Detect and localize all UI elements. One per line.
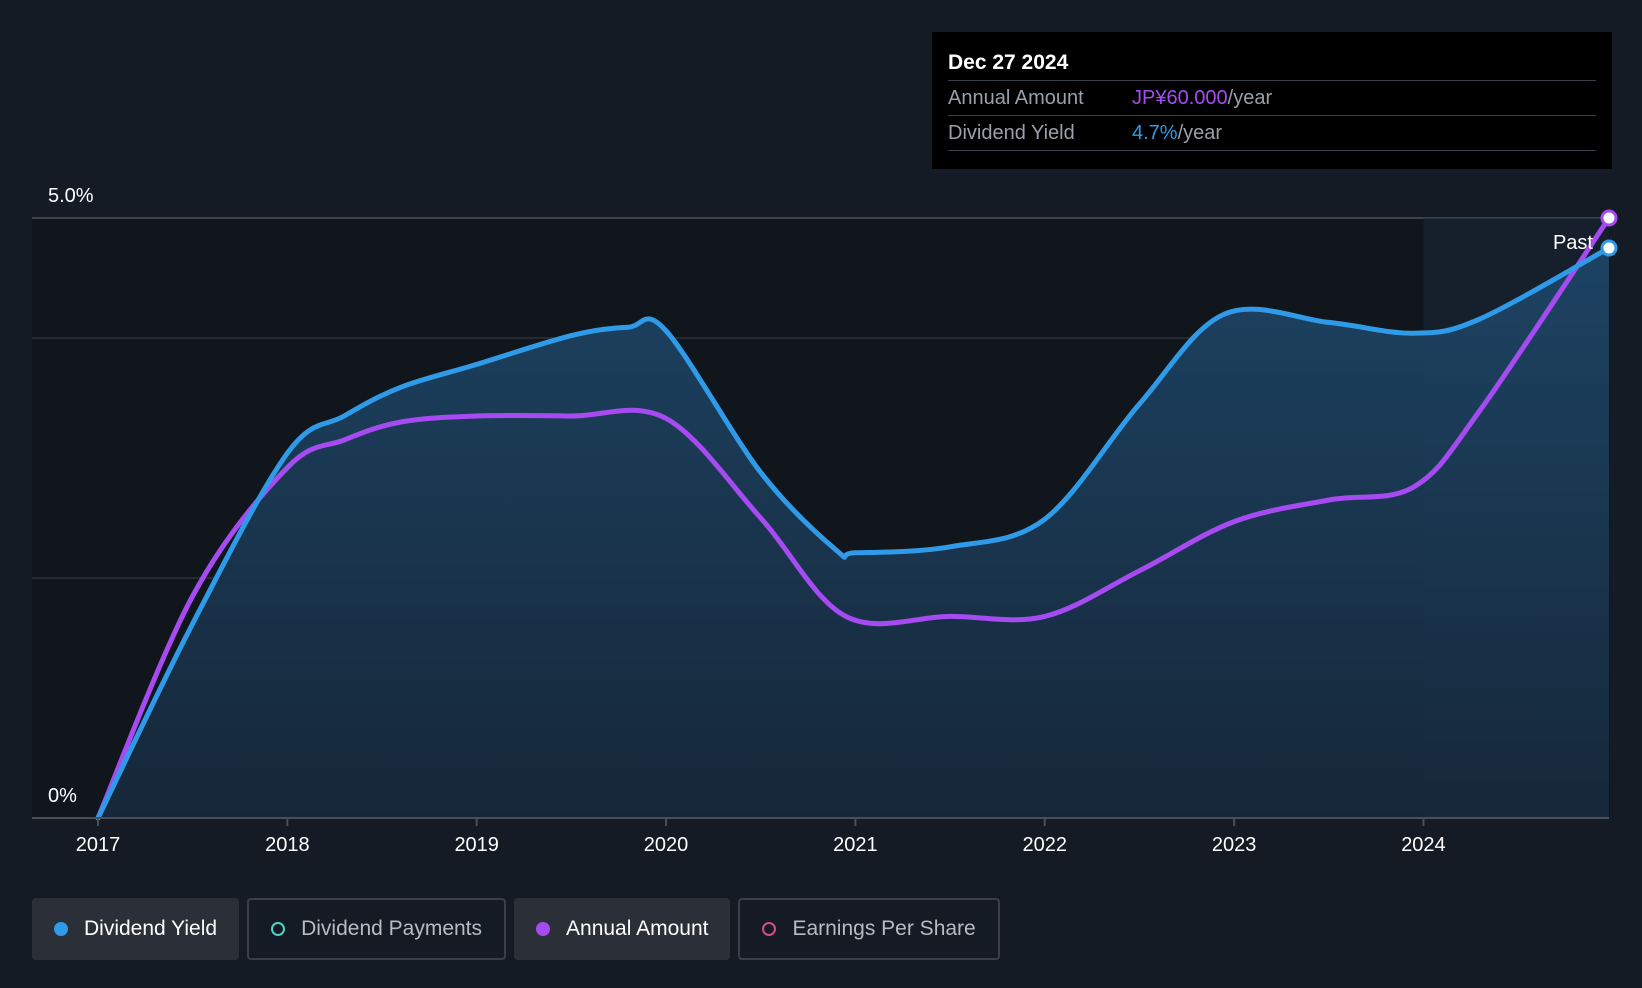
y-tick-label: 0% — [48, 785, 77, 807]
x-tick-label: 2018 — [265, 834, 310, 856]
dividend-yield-dot-icon — [54, 922, 68, 936]
tooltip-yield-suffix: /year — [1177, 122, 1223, 144]
legend-earnings-per-share[interactable]: Earnings Per Share — [738, 898, 1000, 960]
legend-dividend-payments[interactable]: Dividend Payments — [247, 898, 507, 960]
tooltip-annual-label: Annual Amount — [948, 87, 1084, 109]
x-tick-label: 2022 — [1022, 834, 1067, 856]
annual-amount-dot-icon — [536, 922, 551, 936]
x-tick-label: 2024 — [1401, 834, 1446, 856]
tooltip-annual-value: JP¥60.000 — [1132, 87, 1228, 109]
x-tick-label: 2017 — [76, 834, 121, 856]
tooltip-annual-suffix: /year — [1227, 87, 1273, 109]
tooltip-date: Dec 27 2024 — [948, 46, 1596, 81]
dividend-payments-dot-icon — [271, 922, 286, 936]
tooltip-yield-label: Dividend Yield — [948, 122, 1075, 144]
x-tick-label: 2023 — [1212, 834, 1257, 856]
legend-label: Earnings Per Share — [792, 917, 976, 940]
tooltip-yield-value: 4.7% — [1132, 122, 1178, 144]
past-label: Past — [1553, 232, 1593, 254]
dividend-yield-area — [98, 248, 1609, 818]
y-tick-label: 5.0% — [48, 185, 94, 207]
tooltip-yield-row: Dividend Yield 4.7% /year — [948, 116, 1596, 151]
x-tick-label: 2021 — [833, 834, 878, 856]
legend-label: Dividend Payments — [301, 917, 483, 940]
legend-dividend-yield[interactable]: Dividend Yield — [32, 898, 240, 960]
x-tick-label: 2019 — [454, 834, 499, 856]
annual-amount-end-marker[interactable] — [1600, 209, 1618, 227]
legend-annual-amount[interactable]: Annual Amount — [514, 898, 731, 960]
earnings-per-share-dot-icon — [762, 922, 777, 936]
dividend-yield-line — [95, 245, 1612, 821]
dividend-yield-end-marker[interactable] — [1600, 239, 1618, 257]
tooltip: Dec 27 2024 Annual Amount JP¥60.000 /yea… — [932, 32, 1612, 169]
legend-label: Annual Amount — [566, 917, 709, 940]
legend-label: Dividend Yield — [84, 917, 218, 940]
tooltip-annual-row: Annual Amount JP¥60.000 /year — [948, 81, 1596, 116]
legend: Dividend Yield Dividend Payments Annual … — [32, 898, 1000, 960]
x-tick-label: 2020 — [644, 834, 689, 856]
annual-amount-line — [95, 215, 1612, 821]
